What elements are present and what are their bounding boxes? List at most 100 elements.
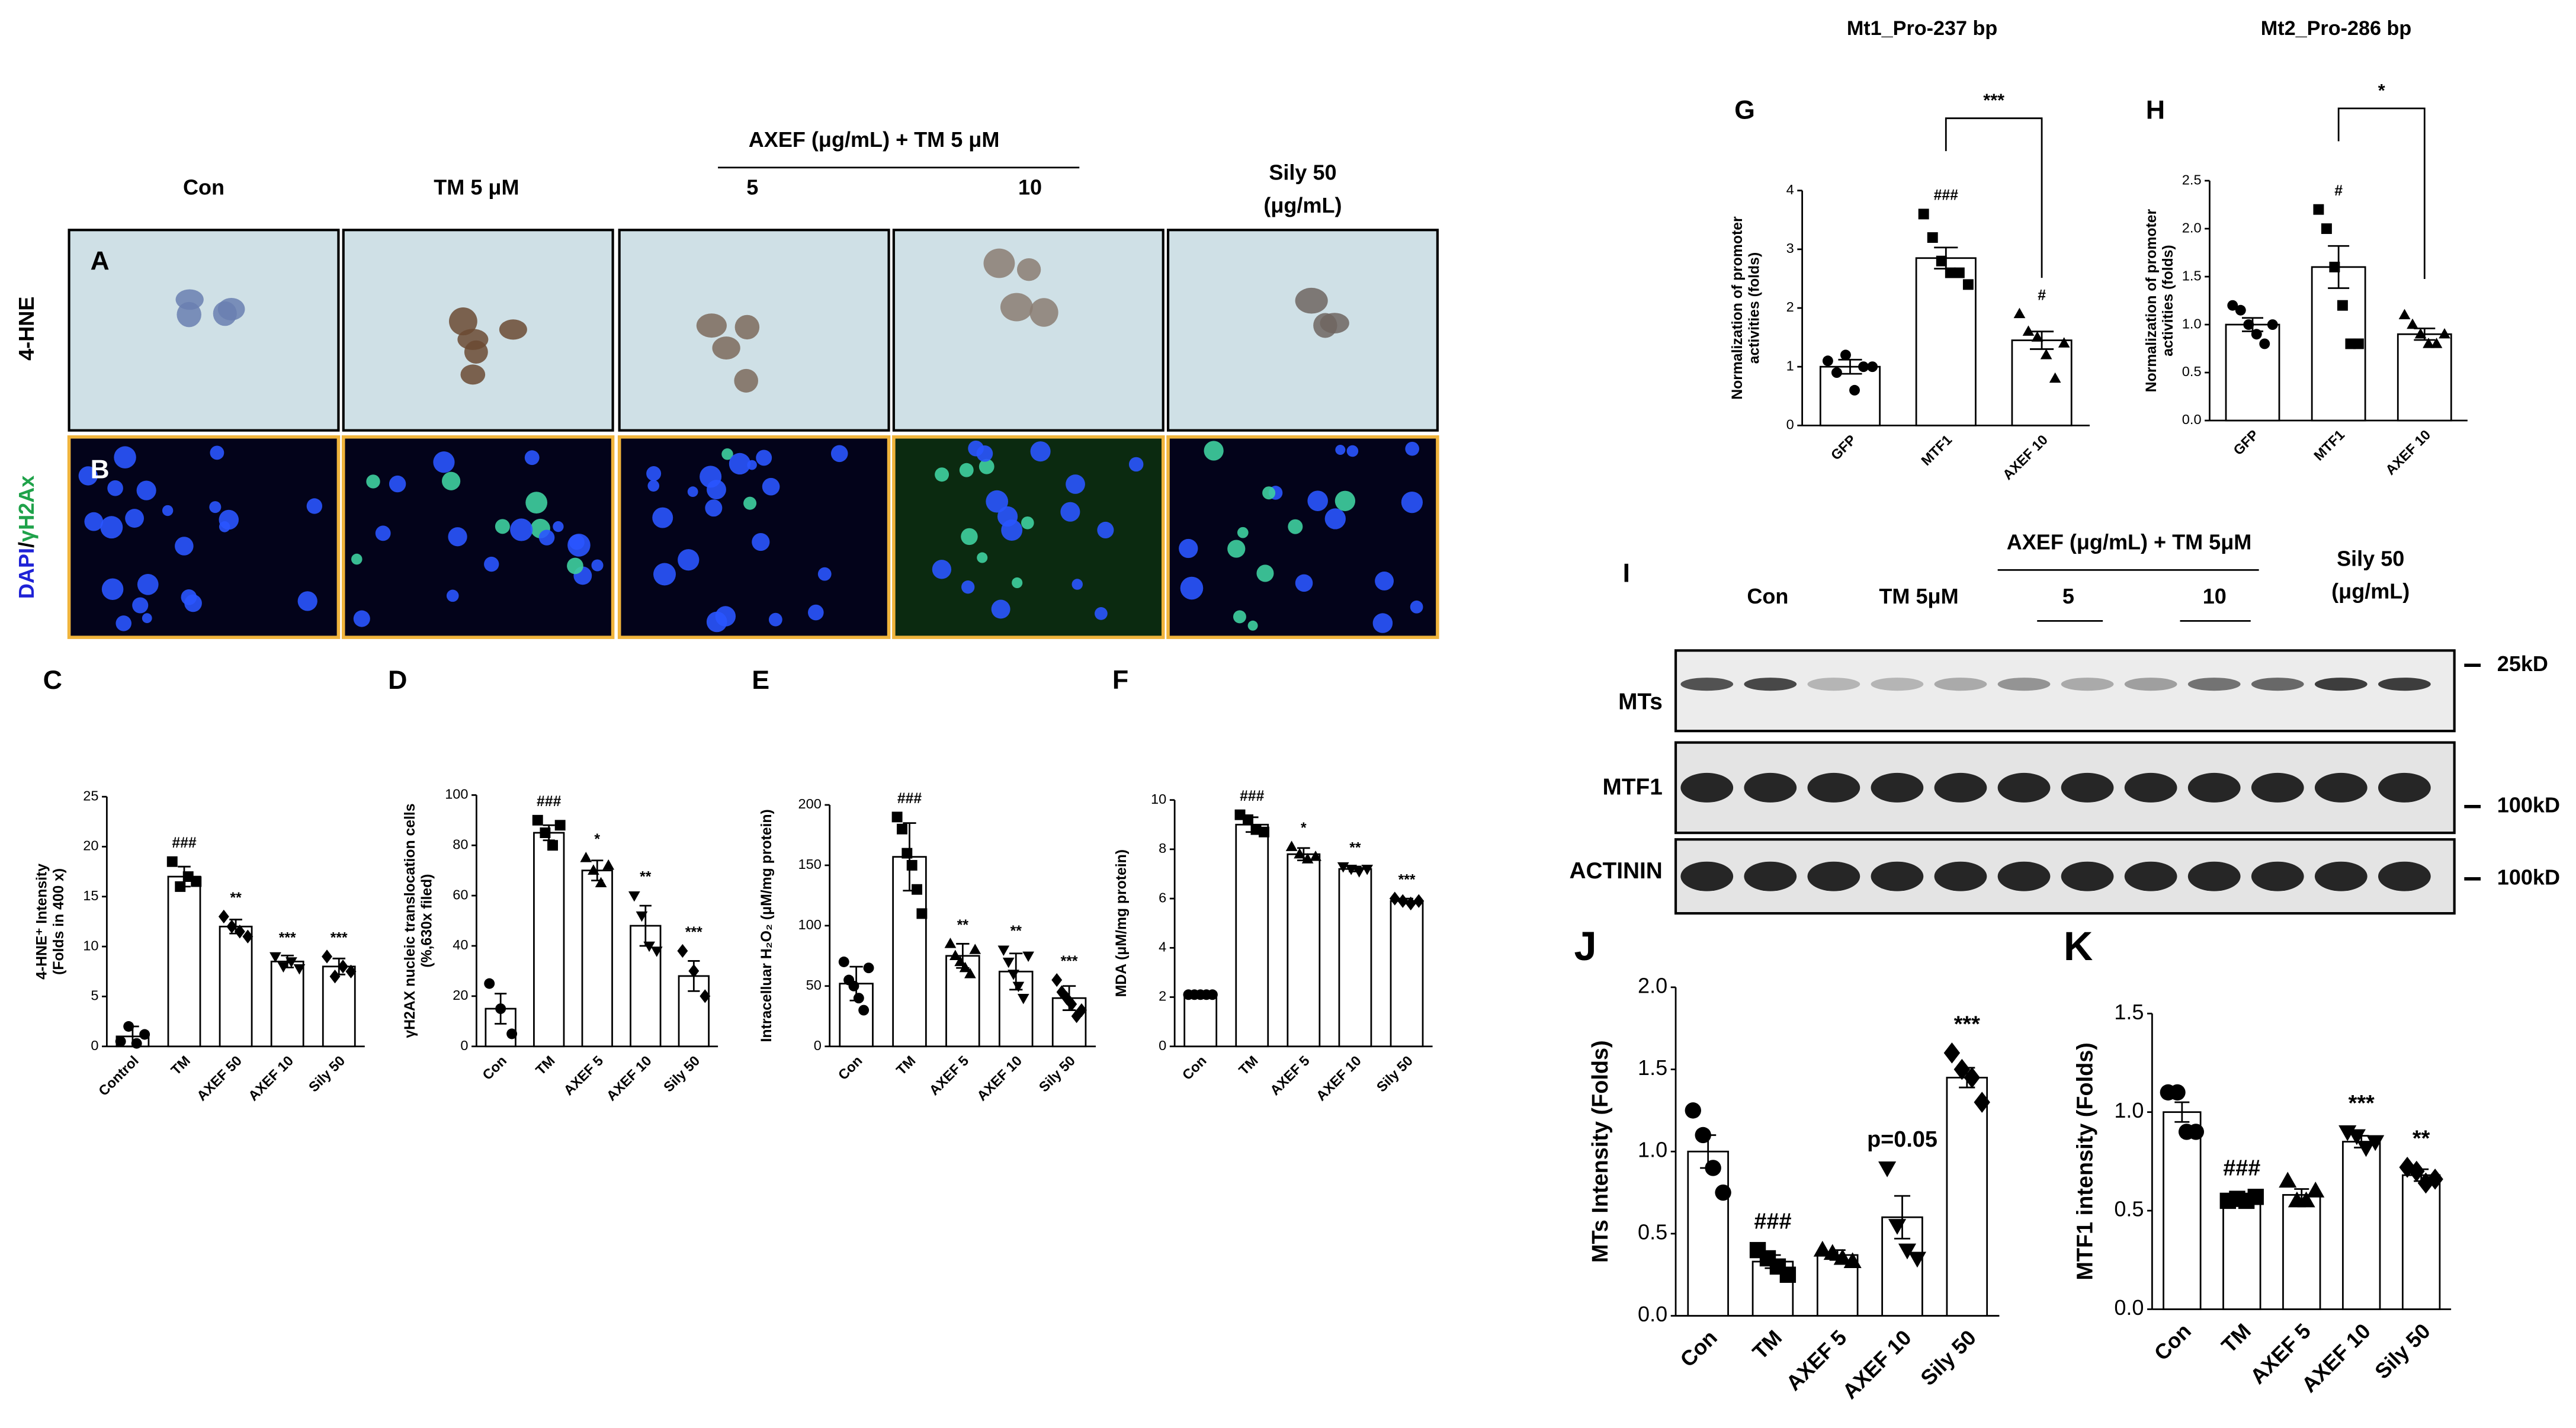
data-point: [997, 945, 1010, 956]
nucleus: [706, 611, 727, 633]
panel-letter: F: [1112, 665, 1128, 695]
data-point: [1243, 814, 1253, 825]
row-label: 4-HNE: [14, 297, 39, 361]
error-bar: [1894, 1195, 1911, 1240]
data-point: [916, 908, 928, 919]
nucleus: [1030, 441, 1051, 462]
data-point: [1867, 361, 1878, 373]
y-tick-label: 80: [453, 836, 468, 852]
data-point: [2259, 338, 2270, 349]
blot-band: [2187, 772, 2241, 803]
nucleus: [1179, 538, 1198, 559]
nucleus: [1066, 474, 1085, 494]
data-point: [969, 944, 981, 954]
bracket: [2337, 107, 2426, 280]
bar: [2222, 1198, 2261, 1310]
cell: [499, 319, 527, 340]
data-point: [595, 877, 607, 888]
y-axis-label: Intracelluar H₂O₂ (μM/mg protein): [759, 809, 775, 1042]
data-point: [1353, 867, 1365, 878]
blot-band: [2251, 772, 2304, 803]
bar: [2397, 333, 2452, 422]
data-point: [1858, 361, 1869, 373]
nucleus: [553, 521, 564, 532]
nucleus: [142, 613, 152, 624]
y-tick-label: 1.5: [2182, 268, 2202, 283]
blot-band: [1934, 861, 1987, 891]
data-point: [495, 1003, 506, 1015]
data-point: [2329, 261, 2340, 272]
data-point: [902, 848, 913, 859]
data-point: [959, 961, 971, 973]
y-tick-label: 40: [453, 937, 468, 952]
nucleus: [977, 552, 988, 563]
micrograph: [68, 229, 340, 432]
nucleus: [705, 499, 723, 517]
annotation: #: [2038, 287, 2046, 303]
data-point: [1051, 973, 1063, 987]
y-tick-label: 3: [1786, 240, 1794, 256]
data-point: [891, 811, 903, 823]
blot-band: [1997, 861, 2051, 891]
nucleus: [524, 450, 540, 466]
bar: [2282, 1194, 2321, 1310]
nucleus: [125, 509, 145, 528]
nucleus: [84, 512, 104, 531]
nucleus: [1262, 486, 1276, 500]
data-point: [1878, 1161, 1897, 1177]
data-point: [1361, 865, 1374, 875]
data-point: [234, 925, 245, 939]
y-tick-label: 0: [1159, 1038, 1166, 1053]
nucleus: [986, 490, 1009, 513]
y-tick-label: 0.0: [2114, 1295, 2144, 1320]
bar: [167, 875, 201, 1048]
y-tick-label: 6: [1159, 890, 1166, 905]
nucleus: [1021, 516, 1034, 530]
data-point: [345, 964, 357, 978]
data-point: [2321, 223, 2332, 235]
cell: [1000, 293, 1033, 322]
nucleus: [219, 521, 230, 532]
row-label: DAPI/γH2Ax: [14, 476, 39, 599]
panel-letter: E: [752, 665, 769, 695]
data-point: [1061, 991, 1072, 1005]
blot-row-label: MTF1: [1603, 775, 1663, 800]
data-point: [2169, 1084, 2186, 1101]
y-tick-label: 1.0: [2182, 316, 2202, 331]
data-point: [636, 911, 648, 922]
blot-band: [1807, 678, 1860, 691]
panel-letter: I: [1623, 559, 1630, 588]
data-point: [2243, 319, 2254, 330]
nucleus: [976, 445, 993, 462]
nucleus: [1324, 508, 1346, 530]
nucleus: [1180, 576, 1204, 600]
data-point: [285, 957, 297, 968]
data-point: [1936, 255, 1947, 267]
error-bar: [1838, 358, 1862, 375]
annotation: **: [1349, 840, 1361, 856]
y-axis-label: 4-HNE⁺ Intensity: [34, 864, 50, 980]
bar: [2011, 339, 2073, 426]
size-marker: 100kD: [2497, 865, 2560, 889]
nucleus: [1227, 540, 1246, 558]
nucleus: [210, 445, 224, 460]
nucleus: [991, 599, 1010, 619]
annotation: ***: [685, 925, 702, 941]
blot-band: [2061, 678, 2114, 691]
data-point: [1813, 1240, 1831, 1257]
data-point: [2347, 1129, 2366, 1145]
blot-strip: [1674, 649, 2456, 733]
data-point: [1943, 1042, 1961, 1064]
blot-band: [1744, 678, 1797, 691]
nucleus: [830, 445, 848, 463]
cell: [712, 336, 740, 360]
data-point: [484, 978, 495, 989]
y-tick-label: 1.0: [2114, 1098, 2144, 1122]
column-label: (μg/mL): [1263, 193, 1342, 217]
data-point: [1066, 997, 1077, 1012]
y-tick-label: 2: [1786, 299, 1794, 315]
blot-band: [1871, 678, 1924, 691]
bar: [581, 869, 613, 1048]
blot-band: [2378, 678, 2431, 691]
data-point: [1849, 384, 1860, 396]
